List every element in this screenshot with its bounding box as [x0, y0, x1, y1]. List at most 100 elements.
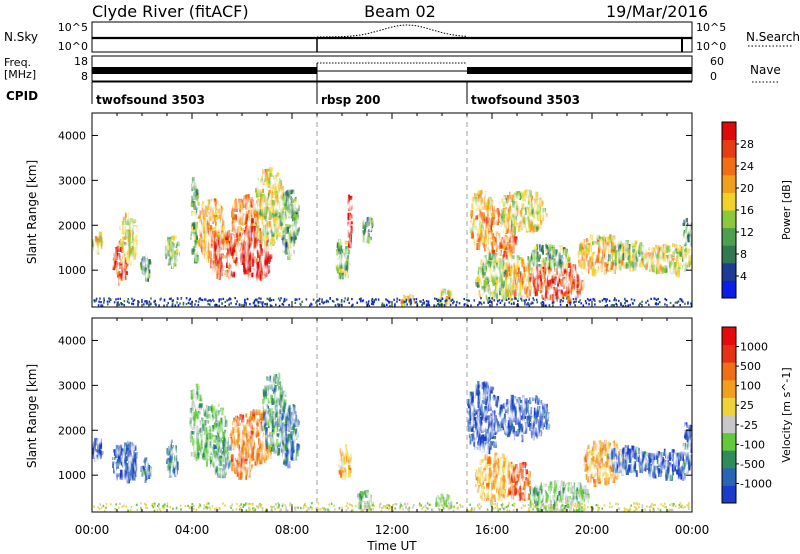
- ground-scatter-cell: [316, 299, 319, 302]
- scatter-cell: [529, 223, 531, 229]
- scatter-cell: [541, 271, 545, 279]
- ground-scatter-cell: [298, 297, 301, 301]
- scatter-cell: [480, 271, 483, 276]
- scatter-cell: [539, 416, 543, 422]
- scatter-cell: [232, 439, 237, 447]
- scatter-cell: [488, 260, 491, 268]
- scatter-cell: [524, 208, 528, 215]
- scatter-cell: [287, 424, 292, 429]
- ground-scatter-cell: [435, 298, 438, 301]
- scatter-cell: [347, 261, 351, 266]
- scatter-cell: [266, 209, 270, 215]
- scatter-cell: [167, 244, 172, 253]
- scatter-cell: [97, 449, 102, 454]
- scatter-cell: [541, 294, 545, 299]
- scatter-cell: [525, 403, 529, 412]
- scatter-cell: [210, 244, 215, 248]
- scatter-cell: [544, 420, 548, 425]
- scatter-cell: [196, 434, 199, 440]
- scatter-cell: [210, 206, 214, 214]
- scatter-cell: [168, 469, 173, 478]
- scatter-cell: [544, 271, 547, 277]
- scatter-cell: [589, 239, 592, 246]
- ground-scatter-cell: [270, 299, 273, 302]
- ground-scatter-cell: [525, 298, 527, 302]
- scatter-cell: [268, 200, 273, 206]
- ground-scatter-cell: [101, 304, 104, 307]
- scatter-cell: [530, 273, 534, 277]
- scatter-cell: [126, 475, 130, 483]
- scatter-cell: [245, 474, 247, 480]
- scatter-cell: [477, 418, 481, 427]
- scatter-cell: [471, 416, 475, 420]
- ground-scatter-cell: [593, 298, 596, 301]
- ground-scatter-cell: [444, 299, 447, 303]
- scatter-cell: [499, 250, 502, 256]
- scatter-cell: [256, 262, 259, 268]
- scatter-cell: [248, 470, 251, 478]
- scatter-cell: [217, 203, 221, 209]
- scatter-cell: [257, 455, 263, 461]
- scatter-cell: [165, 252, 168, 260]
- scatter-cell: [501, 461, 504, 468]
- scatter-cell: [256, 419, 261, 427]
- scatter-cell: [279, 212, 282, 216]
- scatter-cell: [141, 263, 143, 271]
- scatter-cell: [208, 204, 211, 211]
- scatter-cell: [259, 460, 263, 465]
- scatter-cell: [223, 464, 227, 471]
- scatter-cell: [507, 246, 509, 254]
- scatter-cell: [191, 405, 194, 411]
- scatter-cell: [215, 453, 220, 459]
- ground-scatter-cell: [624, 302, 626, 305]
- scatter-cell: [214, 453, 217, 458]
- scatter-cell: [290, 189, 295, 194]
- scatter-cell: [216, 249, 220, 256]
- scatter-cell: [511, 215, 516, 220]
- ground-scatter-cell: [371, 302, 373, 305]
- scatter-cell: [231, 207, 235, 214]
- ground-scatter-cell: [682, 300, 684, 303]
- ground-scatter-cell: [386, 299, 389, 302]
- scatter-cell: [295, 443, 299, 448]
- colorbar-swatch: [722, 210, 736, 229]
- scatter-cell: [191, 452, 194, 457]
- scatter-cell: [241, 451, 245, 457]
- scatter-cell: [498, 268, 503, 277]
- scatter-cell: [521, 259, 525, 266]
- scatter-cell: [484, 234, 487, 238]
- scatter-cell: [251, 248, 254, 253]
- scatter-cell: [235, 263, 239, 267]
- scatter-cell: [279, 417, 282, 423]
- scatter-cell: [561, 279, 564, 287]
- scatter-cell: [245, 447, 249, 453]
- scatter-cell: [167, 238, 171, 244]
- ground-scatter-cell: [483, 301, 485, 304]
- scatter-cell: [511, 255, 515, 260]
- scatter-cell: [485, 260, 489, 265]
- ground-scatter-cell: [323, 301, 325, 304]
- ground-scatter-cell: [552, 304, 554, 307]
- scatter-cell: [649, 252, 654, 257]
- scatter-cell: [249, 209, 253, 215]
- ground-scatter-cell: [541, 300, 544, 304]
- scatter-cell: [92, 451, 96, 459]
- scatter-cell: [274, 377, 277, 381]
- scatter-cell: [543, 285, 547, 292]
- scatter-cell: [281, 236, 283, 241]
- scatter-cell: [369, 494, 371, 501]
- ground-scatter-cell: [622, 304, 624, 307]
- scatter-cell: [556, 267, 559, 276]
- scatter-cell: [632, 254, 635, 258]
- scatter-cell: [119, 262, 123, 266]
- ground-scatter-cell: [229, 298, 232, 301]
- ground-scatter-cell: [690, 304, 692, 307]
- scatter-cell: [512, 415, 516, 421]
- scatter-cell: [567, 296, 572, 304]
- scatter-cell: [116, 271, 121, 275]
- scatter-cell: [345, 248, 348, 255]
- ground-scatter-cell: [490, 301, 492, 304]
- ground-scatter-cell: [559, 303, 562, 306]
- scatter-cell: [499, 421, 503, 428]
- scatter-cell: [535, 210, 539, 215]
